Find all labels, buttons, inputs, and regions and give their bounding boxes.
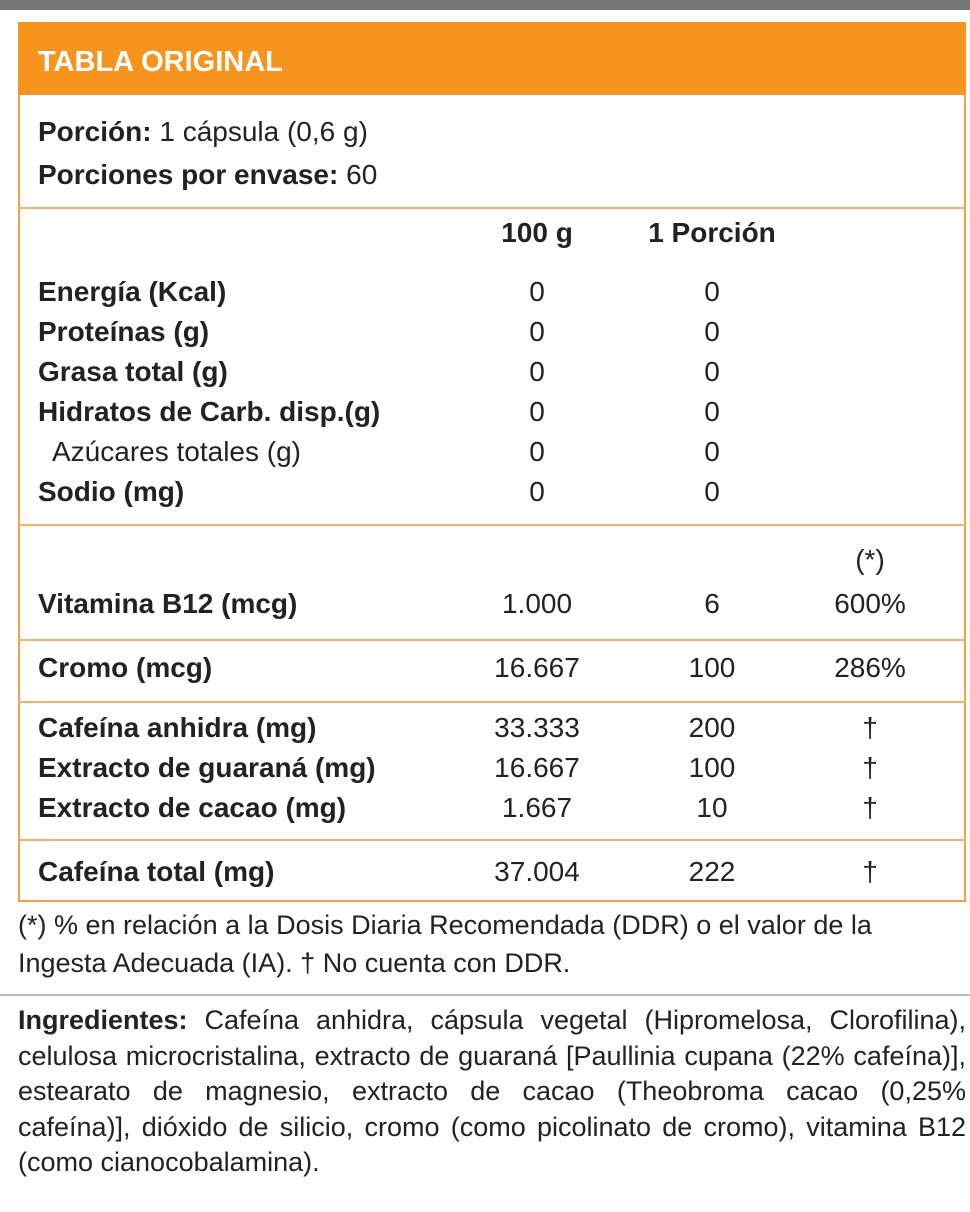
cell: 16.667 bbox=[494, 652, 580, 683]
row-label: Vitamina B12 (mcg) bbox=[38, 588, 298, 619]
row-label: Extracto de guaraná (mg) bbox=[38, 752, 376, 783]
cell: 0 bbox=[704, 436, 720, 467]
cell: 37.004 bbox=[494, 856, 580, 887]
row-label: Sodio (mg) bbox=[38, 476, 185, 507]
cell: 0 bbox=[704, 476, 720, 507]
cell: 0 bbox=[529, 436, 545, 467]
cell: 33.333 bbox=[494, 712, 580, 743]
row-label: Cromo (mcg) bbox=[38, 652, 213, 683]
header-bar bbox=[18, 22, 966, 95]
cell: 286% bbox=[834, 652, 906, 683]
cell: 1.667 bbox=[501, 792, 573, 823]
label: Porciones por envase: bbox=[38, 159, 339, 190]
row-label: Grasa total (g) bbox=[38, 356, 228, 387]
cell: 0 bbox=[529, 356, 545, 387]
text: Cafeína anhidra, cápsula vegetal (Hiprom… bbox=[18, 1005, 966, 1177]
label: Porción: bbox=[38, 116, 152, 147]
value: 60 bbox=[346, 159, 378, 190]
cell: 0 bbox=[529, 316, 545, 347]
row-label: Hidratos de Carb. disp.(g) bbox=[38, 396, 381, 427]
cell: 16.667 bbox=[494, 752, 580, 783]
row-label: Extracto de cacao (mg) bbox=[38, 792, 347, 823]
cell: 0 bbox=[704, 396, 720, 427]
separator bbox=[0, 994, 970, 996]
column-header: 1 Porción bbox=[648, 217, 776, 248]
divider bbox=[18, 639, 966, 641]
cell: 10 bbox=[696, 792, 728, 823]
ingredients: Ingredientes: Cafeína anhidra, cápsula v… bbox=[18, 1003, 966, 1181]
footnote: (*) % en relación a la Dosis Diaria Reco… bbox=[18, 910, 872, 978]
divider bbox=[18, 701, 966, 703]
title: TABLA ORIGINAL bbox=[38, 46, 283, 78]
cell: 200 bbox=[688, 712, 736, 743]
divider bbox=[18, 524, 966, 526]
row-label: Proteínas (g) bbox=[38, 316, 210, 347]
row-label: Cafeína total (mg) bbox=[38, 856, 275, 887]
dv-marker: (*) bbox=[855, 544, 885, 575]
cell: 600% bbox=[834, 588, 906, 619]
divider bbox=[18, 839, 966, 841]
label: Ingredientes: bbox=[18, 1005, 188, 1035]
cell: 0 bbox=[529, 396, 545, 427]
cell: 1.000 bbox=[501, 588, 573, 619]
cell: 0 bbox=[529, 276, 545, 307]
cell: 0 bbox=[704, 276, 720, 307]
cell: † bbox=[862, 712, 878, 743]
row-label: Azúcares totales (g) bbox=[52, 436, 301, 467]
cell: 0 bbox=[529, 476, 545, 507]
row-label: Energía (Kcal) bbox=[38, 276, 227, 307]
cell: 6 bbox=[704, 588, 720, 619]
portion: Porción: 1 cápsula (0,6 g) bbox=[38, 115, 368, 149]
divider bbox=[18, 207, 966, 209]
servings: Porciones por envase: 60 bbox=[38, 158, 377, 192]
value: 1 cápsula (0,6 g) bbox=[159, 116, 368, 147]
row-label: Cafeína anhidra (mg) bbox=[38, 712, 317, 743]
cell: 0 bbox=[704, 316, 720, 347]
cell: 0 bbox=[704, 356, 720, 387]
column-header: 100 g bbox=[501, 217, 573, 248]
cell: 100 bbox=[688, 752, 736, 783]
cell: 222 bbox=[688, 856, 736, 887]
top-strip bbox=[0, 0, 970, 10]
cell: † bbox=[862, 792, 878, 823]
cell: † bbox=[862, 752, 878, 783]
cell: † bbox=[862, 856, 878, 887]
cell: 100 bbox=[688, 652, 736, 683]
